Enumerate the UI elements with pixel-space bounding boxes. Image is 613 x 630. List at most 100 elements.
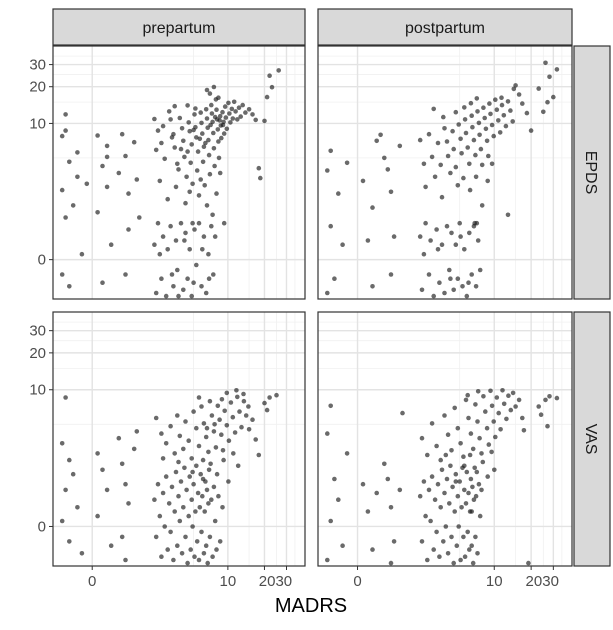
panel-background [318,46,572,299]
data-point [267,73,272,78]
data-point [197,395,202,400]
data-point [476,238,481,243]
data-point [204,543,209,548]
data-point [430,421,435,426]
data-point [382,462,387,467]
data-point [205,426,210,431]
data-point [423,221,428,226]
data-point [451,147,456,152]
data-point [198,110,203,115]
data-point [214,547,219,552]
data-point [374,491,379,496]
data-point [164,294,169,299]
data-point [120,535,125,540]
data-point [218,539,223,544]
data-point [220,110,225,115]
data-point [187,190,192,195]
data-point [456,276,461,281]
data-point [462,464,467,469]
data-point [456,122,461,127]
data-point [502,402,507,407]
data-point [440,242,445,247]
y-tick-label: 20 [29,79,46,96]
data-point [230,107,235,112]
data-point [63,112,68,117]
data-point [201,477,206,482]
data-point [202,183,207,188]
data-point [465,145,470,150]
data-point [159,554,164,559]
data-point [473,535,478,540]
data-point [446,432,451,437]
data-point [60,441,65,446]
data-point [63,395,68,400]
data-point [465,393,470,398]
data-point [152,117,157,122]
panel-background [53,46,305,299]
data-point [244,413,249,418]
data-point [220,505,225,510]
data-point [472,466,477,471]
data-point [332,276,337,281]
x-tick-label: 20 [526,573,543,590]
data-point [465,530,470,535]
data-point [186,438,191,443]
y-tick-label: 10 [29,382,46,399]
data-point [179,221,184,226]
data-point [462,247,467,252]
data-point [152,242,157,247]
data-point [135,429,140,434]
data-point [204,435,209,440]
data-point [236,464,241,469]
data-point [386,477,391,482]
data-point [502,113,507,118]
data-point [185,149,190,154]
data-point [224,115,229,120]
data-point [206,450,211,455]
data-point [100,164,105,169]
data-point [491,419,496,424]
data-point [445,139,450,144]
data-point [258,176,263,181]
data-point [458,137,463,142]
data-point [500,388,505,393]
data-point [240,103,245,108]
data-point [210,413,215,418]
data-point [488,112,493,117]
data-point [247,427,252,432]
x-tick-label: 30 [542,573,559,590]
data-point [508,108,513,113]
data-point [175,162,180,167]
data-point [398,144,403,149]
x-tick-label: 10 [220,573,237,590]
data-point [60,134,65,139]
data-point [195,168,200,173]
data-point [465,294,470,299]
data-point [454,479,459,484]
data-point [467,231,472,236]
data-point [332,477,337,482]
data-point [456,494,461,499]
data-point [190,182,195,187]
data-point [216,95,221,100]
data-point [486,154,491,159]
data-point [536,404,541,409]
data-point [176,294,181,299]
data-point [164,474,169,479]
data-point [547,75,552,80]
data-point [438,458,443,463]
data-point [370,205,375,210]
data-point [202,551,207,556]
data-point [190,221,195,226]
data-point [485,139,490,144]
y-tick-label: 0 [38,518,46,535]
strip-label: prepartum [143,20,216,37]
data-point [193,509,198,514]
data-point [479,147,484,152]
data-point [465,470,470,475]
data-point [474,494,479,499]
data-point [241,392,246,397]
data-point [436,141,441,146]
data-point [525,111,530,116]
